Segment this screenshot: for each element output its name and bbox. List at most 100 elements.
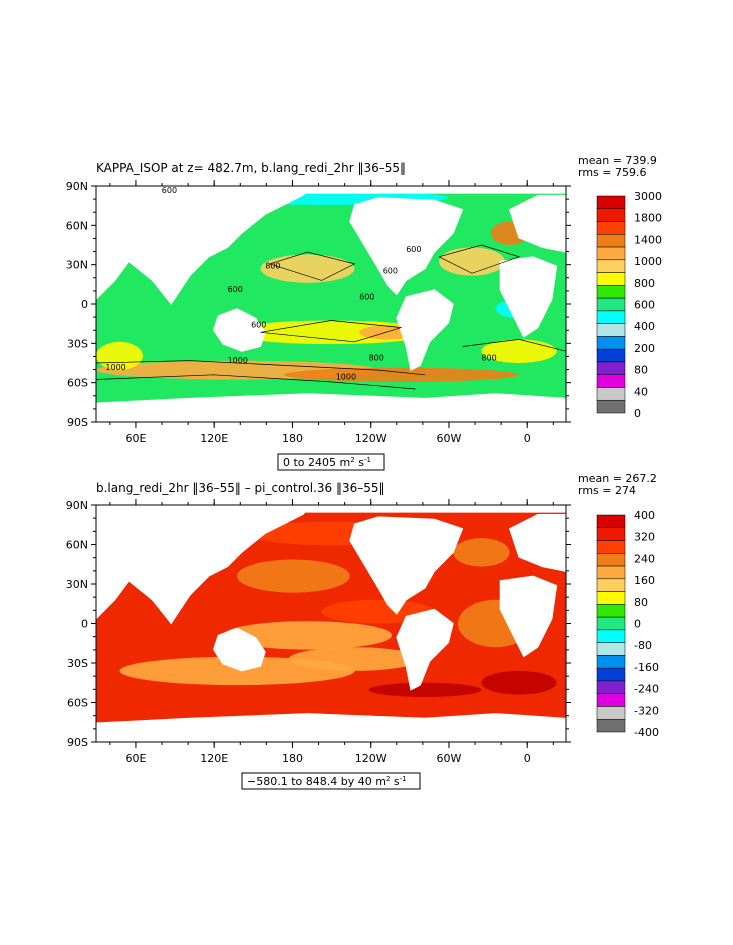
lon-label: 60E (125, 432, 146, 445)
land-mask (95, 504, 314, 625)
value-region (439, 247, 505, 276)
contour-label: 800 (369, 354, 384, 363)
land-mask (396, 608, 454, 691)
legend-label: 3000 (634, 190, 662, 203)
rms-stat: rms = 759.6 (578, 166, 646, 179)
lon-label: 120E (200, 752, 228, 765)
legend-swatch (596, 297, 626, 312)
land-mask (95, 504, 567, 513)
map-axes: 90N 60N 30N 0 30S 60S 90S 60E 120E 180 120W 60W 0 (66, 180, 571, 445)
contour-label: 600 (406, 245, 421, 254)
color-legend: 400 320 240 160 80 0 -80 -160 -240 -320 -400 (596, 509, 659, 739)
value-region (453, 538, 510, 567)
legend-label: 800 (634, 277, 655, 290)
lat-label: 30S (67, 657, 88, 670)
legend-label: 40 (634, 385, 648, 398)
legend-swatch (596, 195, 626, 210)
legend-label: 600 (634, 299, 655, 312)
land-mask (396, 289, 454, 371)
contour-line (95, 374, 416, 390)
land-mask (95, 185, 314, 305)
legend-label: 400 (634, 320, 655, 333)
contour-line (462, 339, 567, 352)
lat-label: 30N (66, 259, 88, 272)
legend-swatch (596, 514, 626, 529)
legend-swatch (596, 234, 626, 248)
ocean-field (95, 504, 567, 743)
land-mask (499, 575, 558, 658)
legend-label: 80 (634, 596, 648, 609)
lon-label: 120W (355, 432, 387, 445)
value-region (237, 559, 350, 593)
legend-swatch (596, 667, 626, 682)
legend-label: 160 (634, 574, 655, 587)
lon-label: 0 (524, 752, 531, 765)
value-region (284, 367, 519, 382)
contour-label: 1000 (228, 356, 248, 365)
legend-swatch (596, 348, 626, 363)
legend-swatch (596, 399, 626, 414)
mean-stat: mean = 739.9 (578, 154, 657, 167)
map-panel-bottom: b.lang_redi_2hr ‖36–55‖ – pi_control.36 … (66, 472, 659, 790)
legend-label: 200 (634, 342, 655, 355)
land-mask (499, 256, 558, 338)
legend-swatch (596, 285, 626, 299)
land-mask (212, 627, 266, 672)
lon-label: 60W (437, 752, 462, 765)
range-box (241, 772, 421, 790)
panel-title: b.lang_redi_2hr ‖36–55‖ – pi_control.36 … (96, 481, 385, 495)
contour-label: 800 (265, 262, 280, 271)
legend-swatch (596, 629, 626, 643)
legend-swatch (596, 387, 626, 401)
mean-stat: mean = 267.2 (578, 472, 657, 485)
legend-label: 1400 (634, 233, 662, 246)
legend-label: 1000 (634, 255, 662, 268)
lat-label: 60S (67, 697, 88, 710)
lon-label: 180 (282, 752, 303, 765)
lon-label: 0 (524, 432, 531, 445)
map-panel-top: KAPPA_ISOP at z= 482.7m, b.lang_redi_2hr… (66, 154, 662, 471)
legend-swatch (596, 578, 626, 592)
contour-label: 800 (481, 354, 496, 363)
value-region (288, 647, 421, 671)
lat-label: 0 (81, 618, 88, 631)
legend-swatch (596, 591, 626, 605)
contour-label: 600 (228, 285, 243, 294)
contour-label: 1000 (105, 363, 125, 372)
contour-line (260, 320, 402, 343)
lat-label: 0 (81, 298, 88, 311)
lat-label: 90N (66, 180, 88, 193)
lat-label: 30N (66, 578, 88, 591)
legend-swatch (596, 310, 626, 324)
legend-swatch (596, 272, 626, 286)
value-region (481, 339, 557, 364)
legend-swatch (596, 374, 626, 388)
legend-swatch (596, 361, 626, 375)
contour-line (269, 251, 356, 281)
legend-label: 80 (634, 364, 648, 377)
contour-label: 1000 (336, 373, 356, 382)
value-region (222, 621, 393, 650)
lon-label: 180 (282, 432, 303, 445)
ocean-field (95, 185, 567, 423)
range-label: 0 to 2405 m2 s-1 (283, 456, 371, 469)
legend-label: -320 (634, 704, 659, 717)
legend-label: 240 (634, 552, 655, 565)
legend-swatch (596, 604, 626, 618)
lat-label: 90N (66, 499, 88, 512)
legend-swatch (596, 246, 626, 261)
lat-label: 60S (67, 377, 88, 390)
contour-line (95, 360, 426, 376)
lon-label: 120E (200, 432, 228, 445)
contour-lines: 600 800 600 600 600 600 1000 1000 800 1000 800 600 (95, 186, 567, 390)
lat-label: 30S (67, 337, 88, 350)
legend-swatch (596, 718, 626, 733)
value-region (481, 670, 557, 695)
lat-label: 90S (67, 736, 88, 749)
legend-label: 1800 (634, 212, 662, 225)
lon-label: 120W (355, 752, 387, 765)
legend-swatch (596, 221, 626, 235)
land-mask (349, 197, 464, 296)
legend-swatch (596, 527, 626, 541)
panel-title: KAPPA_ISOP at z= 482.7m, b.lang_redi_2hr… (96, 161, 406, 175)
